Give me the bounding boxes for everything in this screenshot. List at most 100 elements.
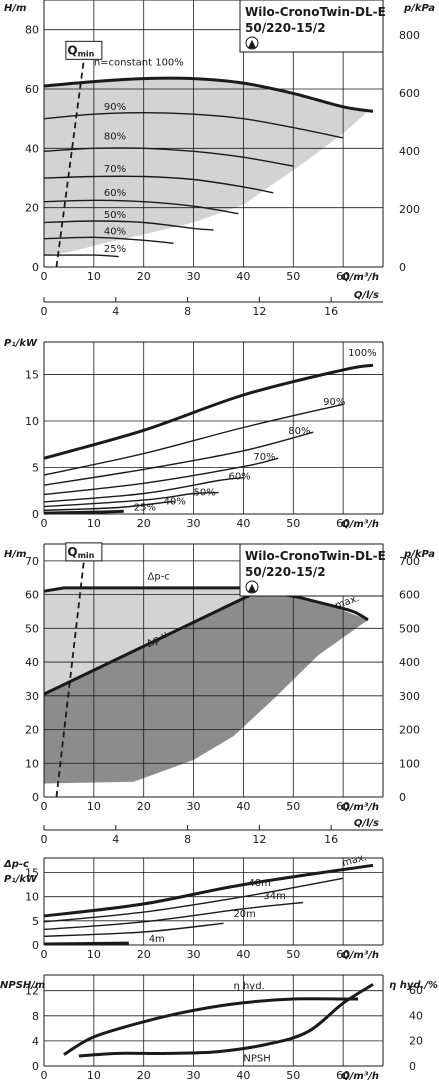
y2-tick-label: 700 — [399, 555, 420, 568]
x-tick-label: 10 — [87, 517, 101, 530]
x-tick-label: 50 — [286, 270, 300, 283]
x-tick-label: 60 — [336, 948, 350, 961]
y-tick-label: 0 — [32, 939, 39, 952]
power-speed-curve-label: 90% — [323, 397, 345, 408]
x-tick-label: 20 — [137, 270, 151, 283]
y-tick-label: 12 — [25, 985, 39, 998]
x2-tick-label: 16 — [324, 305, 338, 318]
y-axis-label: P₁/kW — [4, 874, 38, 885]
x-tick-label: 30 — [187, 800, 201, 813]
dpv-range — [44, 591, 368, 784]
y2-tick-label: 400 — [399, 145, 420, 158]
x2-tick-label: 8 — [184, 833, 191, 846]
y-tick-label: 50 — [25, 622, 39, 635]
power-speed-curve — [43, 491, 219, 508]
power-speed-curve-label: 25% — [134, 502, 156, 513]
x-tick-label: 40 — [236, 270, 250, 283]
y2-tick-label: 0 — [399, 261, 406, 274]
x-tick-label: 60 — [336, 270, 350, 283]
x2-tick-label: 8 — [184, 305, 191, 318]
head-speed-curve-label: 50% — [104, 210, 126, 221]
power-speed-curve-label: 80% — [288, 426, 310, 437]
power-speed-curve-label: 70% — [253, 452, 275, 463]
x-tick-label: 20 — [137, 948, 151, 961]
y-tick-label: 0 — [32, 791, 39, 804]
power-dp-curve — [43, 922, 224, 937]
x-tick-label: 0 — [41, 800, 48, 813]
npsh-eff-curve — [63, 997, 359, 1056]
head-speed-curve-label: 70% — [104, 164, 126, 175]
y-axis-label: H/m — [4, 549, 26, 560]
x-axis-label: Q/m³/h — [341, 272, 379, 283]
x-tick-label: 10 — [87, 948, 101, 961]
y-axis-label: P₁/kW — [4, 338, 38, 349]
y2-tick-label: 400 — [399, 656, 420, 669]
x-tick-label: 10 — [87, 1069, 101, 1080]
y-tick-label: 30 — [25, 690, 39, 703]
y-axis-label: NPSH/m — [0, 980, 45, 991]
head-speed-curve-label: n=constant 100% — [94, 57, 184, 68]
npsh-eff-grid — [43, 974, 384, 1067]
head-speed-curve-label: 90% — [104, 102, 126, 113]
power-dp-curve-label: 4m — [149, 934, 165, 945]
x2-tick-label: 12 — [252, 305, 266, 318]
x2-tick-label: 16 — [324, 833, 338, 846]
x-tick-label: 10 — [87, 800, 101, 813]
power-speed-curve-label: 50% — [194, 487, 216, 498]
y-tick-label: 5 — [32, 462, 39, 475]
y-tick-label: 80 — [25, 24, 39, 37]
y-tick-label: 20 — [25, 202, 39, 215]
x-tick-label: 40 — [236, 1069, 250, 1080]
power-speed-curve — [43, 431, 314, 486]
x-axis-label: Q/m³/h — [341, 1071, 379, 1080]
x-tick-label: 40 — [236, 517, 250, 530]
y2-tick-label: 40 — [409, 1009, 423, 1022]
x-tick-label: 20 — [137, 1069, 151, 1080]
y-tick-label: 10 — [25, 757, 39, 770]
y-axis-label: H/m — [4, 3, 26, 14]
y-tick-label: 70 — [25, 555, 39, 568]
head-dp-title-line1: Wilo-CronoTwin-DL-E — [245, 549, 386, 563]
y-tick-label: 15 — [25, 867, 39, 880]
x-tick-label: 20 — [137, 800, 151, 813]
x2-tick-label: 0 — [41, 305, 48, 318]
y2-tick-label: 200 — [399, 724, 420, 737]
head-speed-curve — [43, 236, 174, 244]
head-speed-qmin-box — [65, 40, 103, 60]
power-dp-curve-label: 20m — [233, 909, 255, 920]
logo-icon — [245, 580, 259, 594]
x2-tick-label: 4 — [112, 833, 119, 846]
x2-axis-label: Q/l/s — [354, 818, 379, 829]
power-speed-curve-label: 60% — [228, 472, 250, 483]
power-dp-curve-label: 48m — [248, 878, 270, 889]
y2-tick-label: 200 — [399, 203, 420, 216]
x-axis-label: Q/m³/h — [341, 519, 379, 530]
power-dp-curve — [43, 901, 304, 931]
x-axis-label: Q/m³/h — [341, 802, 379, 813]
x2-tick-label: 0 — [41, 833, 48, 846]
operating-range — [44, 78, 368, 256]
x-tick-label: 40 — [236, 948, 250, 961]
y2-axis-label: p/kPa — [403, 3, 435, 14]
power-speed-curve — [43, 477, 244, 503]
x-tick-label: 0 — [41, 948, 48, 961]
power-speed-curve-label: 100% — [348, 348, 377, 359]
x-tick-label: 30 — [187, 948, 201, 961]
x-tick-label: 60 — [336, 1069, 350, 1080]
y-tick-label: 15 — [25, 369, 39, 382]
y-tick-label: 4 — [32, 1035, 39, 1048]
y-tick-label: 8 — [32, 1010, 39, 1023]
power-dp-curve — [43, 863, 374, 918]
y2-tick-label: 100 — [399, 757, 420, 770]
y-tick-label: 0 — [32, 261, 39, 274]
x-tick-label: 60 — [336, 800, 350, 813]
y2-tick-label: 0 — [399, 791, 406, 804]
y2-tick-label: 300 — [399, 690, 420, 703]
y-tick-label: 20 — [25, 724, 39, 737]
y2-axis-label: η hyd./% — [389, 980, 438, 991]
x2-axis-label: Q/l/s — [354, 290, 379, 301]
y-tick-label: 0 — [32, 1060, 39, 1073]
x-tick-label: 40 — [236, 800, 250, 813]
head-speed-title-line2: 50/220-15/2 — [245, 21, 326, 35]
dpv-curve — [43, 589, 260, 696]
